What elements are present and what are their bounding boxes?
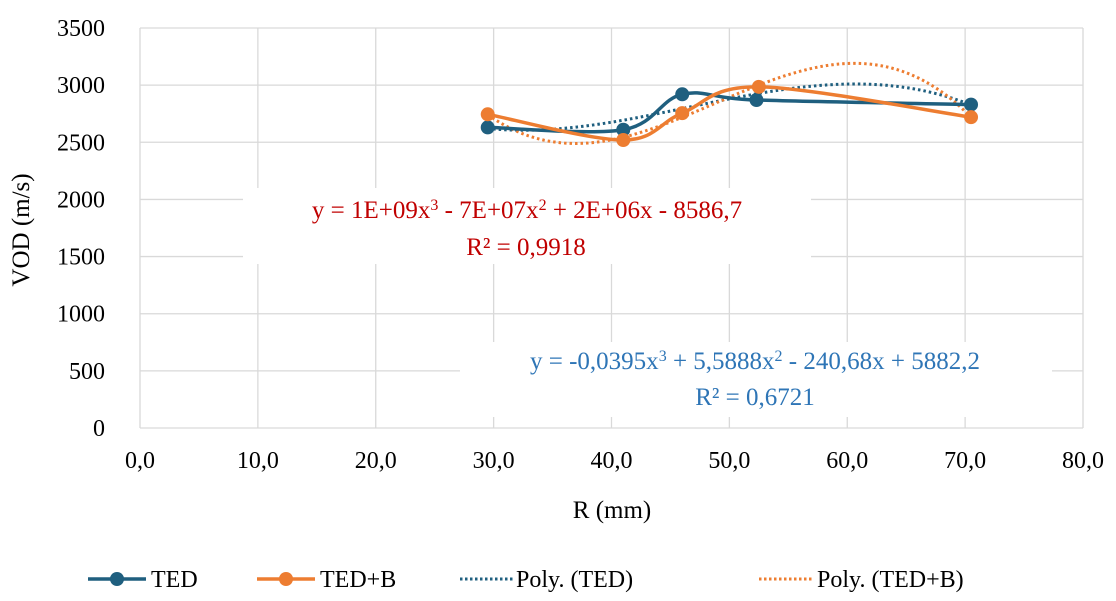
equation-ted-b-line1: y = 1E+09x3 - 7E+07x2 + 2E+06x - 8586,7 bbox=[312, 197, 742, 225]
data-point-ted bbox=[480, 120, 495, 135]
data-point-ted bbox=[964, 97, 979, 112]
legend-item-ted-b: TED+B bbox=[257, 567, 396, 593]
tick-layer: 0,0 10,0 20,0 30,0 40,0 50,0 60,0 70,0 80,0 0 500 1… bbox=[57, 16, 1104, 474]
x-tick-label: 70,0 bbox=[944, 448, 986, 474]
y-tick-label: 2000 bbox=[57, 187, 105, 213]
x-tick-label: 60,0 bbox=[826, 448, 868, 474]
data-point-ted bbox=[616, 122, 631, 137]
equation-ted-b: y = 1E+09x3 - 7E+07x2 + 2E+06x - 8586,7 … bbox=[243, 188, 811, 264]
data-point-ted-b bbox=[751, 79, 766, 94]
legend-label-ted-b: TED+B bbox=[320, 567, 396, 593]
data-point-ted bbox=[749, 93, 764, 107]
x-tick-label: 20,0 bbox=[355, 448, 397, 474]
x-tick-label: 30,0 bbox=[473, 448, 515, 474]
y-tick-label: 2500 bbox=[57, 130, 105, 156]
series-layer bbox=[480, 61, 979, 147]
x-axis-title: R (mm) bbox=[573, 497, 651, 524]
equation-ted-line2: R² = 0,6721 bbox=[695, 384, 815, 411]
data-point-ted-b bbox=[964, 110, 979, 125]
x-tick-label: 10,0 bbox=[237, 448, 279, 474]
y-tick-label: 1500 bbox=[57, 245, 105, 271]
data-point-ted-b bbox=[480, 107, 495, 122]
y-tick-label: 500 bbox=[69, 359, 105, 385]
equation-ted-line1: y = -0,0395x3 + 5,5888x2 - 240,68x + 588… bbox=[530, 348, 980, 376]
x-tick-label: 50,0 bbox=[708, 448, 750, 474]
legend-item-ted: TED bbox=[88, 567, 198, 593]
legend-item-poly-ted-b: Poly. (TED+B) bbox=[759, 567, 964, 593]
equation-ted-b-line2: R² = 0,9918 bbox=[466, 234, 586, 261]
legend-label-ted: TED bbox=[151, 567, 198, 593]
data-point-ted-b bbox=[675, 106, 690, 121]
legend: TED TED+B Poly. (TED) Poly. (TED+B) bbox=[88, 567, 964, 593]
legend-label-poly-ted: Poly. (TED) bbox=[516, 567, 633, 593]
y-tick-label: 0 bbox=[93, 416, 105, 442]
x-tick-label: 80,0 bbox=[1062, 448, 1104, 474]
y-tick-label: 3000 bbox=[57, 73, 105, 99]
y-tick-label: 3500 bbox=[57, 16, 105, 42]
y-axis-title: VOD (m/s) bbox=[8, 173, 35, 286]
legend-item-poly-ted: Poly. (TED) bbox=[460, 567, 633, 593]
equation-ted: y = -0,0395x3 + 5,5888x2 - 240,68x + 588… bbox=[460, 342, 1052, 417]
legend-label-poly-ted-b: Poly. (TED+B) bbox=[817, 567, 964, 593]
data-point-ted bbox=[675, 87, 690, 102]
data-point-ted-b bbox=[616, 133, 631, 147]
x-tick-label: 40,0 bbox=[591, 448, 633, 474]
y-tick-label: 1000 bbox=[57, 302, 105, 328]
x-tick-label: 0,0 bbox=[125, 448, 155, 474]
